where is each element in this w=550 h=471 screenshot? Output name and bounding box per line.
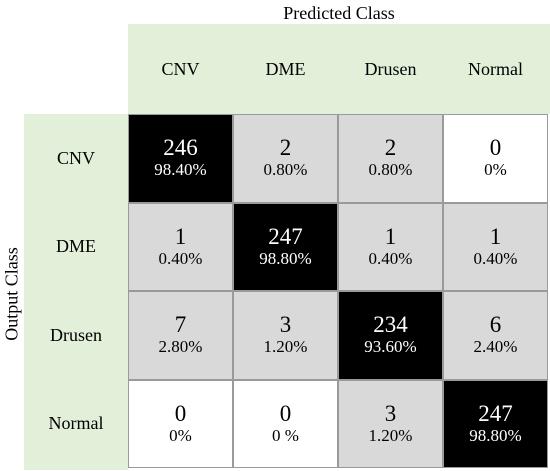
matrix-cell-normal-cnv: 0 0% (128, 379, 233, 468)
cell-count: 7 (174, 312, 187, 338)
cell-count: 2 (384, 135, 397, 161)
cell-count: 246 (163, 135, 198, 161)
cell-count: 247 (268, 223, 303, 249)
cell-percent: 98.80% (259, 248, 312, 268)
matrix-cell-drusen-drusen: 234 93.60% (338, 291, 443, 380)
cell-percent: 1.20% (263, 337, 308, 357)
cell-percent: 0% (484, 160, 507, 180)
row-header-cnv: CNV (56, 147, 95, 168)
confusion-matrix-grid: 246 98.40% 2 0.80% 2 0.80% 0 0% 1 0.40% 247 98.80% 1… (128, 114, 548, 468)
cell-count: 1 (174, 223, 187, 249)
matrix-cell-dme-normal: 1 0.40% (443, 202, 548, 291)
cell-percent: 2.40% (473, 337, 518, 357)
cell-percent: 1.20% (368, 425, 413, 445)
matrix-cell-cnv-cnv: 246 98.40% (128, 114, 233, 203)
cell-count: 247 (478, 400, 513, 426)
row-header-normal: Normal (48, 413, 104, 434)
matrix-cell-drusen-cnv: 7 2.80% (128, 291, 233, 380)
cell-percent: 0.80% (263, 160, 308, 180)
matrix-cell-cnv-normal: 0 0% (443, 114, 548, 203)
matrix-cell-normal-normal: 247 98.80% (443, 379, 548, 468)
matrix-cell-dme-drusen: 1 0.40% (338, 202, 443, 291)
matrix-cell-normal-drusen: 3 1.20% (338, 379, 443, 468)
cell-percent: 2.80% (158, 337, 203, 357)
y-axis-title: Output Class (1, 247, 22, 341)
cell-count: 2 (279, 135, 292, 161)
cell-percent: 98.80% (469, 425, 522, 445)
matrix-cell-drusen-normal: 6 2.40% (443, 291, 548, 380)
column-header-cnv: CNV (161, 58, 200, 79)
row-header-dme: DME (56, 236, 96, 257)
cell-count: 1 (384, 223, 397, 249)
y-axis-title-wrap: Output Class (0, 118, 24, 470)
cell-percent: 0.40% (368, 248, 413, 268)
chart-title: Predicted Class (283, 3, 395, 23)
cell-percent: 0 % (272, 425, 299, 445)
cell-count: 6 (489, 312, 502, 338)
matrix-cell-cnv-drusen: 2 0.80% (338, 114, 443, 203)
matrix-cell-dme-cnv: 1 0.40% (128, 202, 233, 291)
cell-percent: 0% (169, 425, 192, 445)
column-header-dme: DME (265, 58, 306, 79)
row-header-band (24, 114, 128, 470)
column-header-normal: Normal (468, 58, 523, 79)
cell-count: 0 (279, 400, 292, 426)
matrix-cell-dme-dme: 247 98.80% (233, 202, 338, 291)
row-header-drusen: Drusen (50, 324, 102, 345)
column-header-drusen: Drusen (364, 58, 417, 79)
cell-count: 3 (384, 400, 397, 426)
cell-count: 1 (489, 223, 502, 249)
cell-percent: 0.80% (368, 160, 413, 180)
matrix-cell-drusen-dme: 3 1.20% (233, 291, 338, 380)
cell-percent: 0.40% (473, 248, 518, 268)
matrix-cell-cnv-dme: 2 0.80% (233, 114, 338, 203)
cell-count: 3 (279, 312, 292, 338)
column-header-band (128, 24, 550, 114)
cell-percent: 93.60% (364, 337, 417, 357)
cell-count: 0 (174, 400, 187, 426)
cell-count: 0 (489, 135, 502, 161)
cell-percent: 0.40% (158, 248, 203, 268)
cell-percent: 98.40% (154, 160, 207, 180)
cell-count: 234 (373, 312, 408, 338)
